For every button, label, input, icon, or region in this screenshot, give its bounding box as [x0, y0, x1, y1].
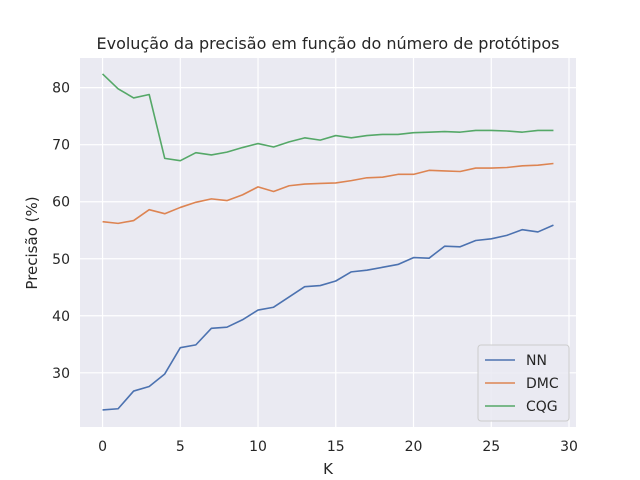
- legend-label-cqg: CQG: [526, 399, 558, 415]
- series-line-cqg: [101, 73, 554, 162]
- y-axis-ticks: 30 40 50 60 70 80: [52, 81, 70, 382]
- series-line-nn: [102, 224, 554, 411]
- x-tick-label: 5: [176, 439, 185, 455]
- grid: [80, 58, 576, 427]
- x-axis-ticks: 0 5 10 15 20 25 30: [98, 439, 578, 455]
- y-tick-label: 30: [52, 366, 70, 382]
- y-axis-label: Precisão (%): [23, 196, 41, 289]
- x-tick-label: 30: [560, 439, 578, 455]
- y-tick-label: 50: [52, 252, 70, 268]
- legend: NN DMC CQG: [477, 344, 570, 422]
- y-tick-label: 70: [52, 138, 70, 154]
- x-axis-label: K: [323, 460, 334, 478]
- x-tick-label: 15: [327, 439, 345, 455]
- x-tick-label: 25: [482, 439, 500, 455]
- series-lines: [101, 73, 554, 411]
- x-tick-label: 10: [249, 439, 267, 455]
- chart-title: Evolução da precisão em função do número…: [96, 34, 559, 53]
- legend-label-nn: NN: [526, 353, 547, 369]
- legend-box: [477, 344, 570, 422]
- y-tick-label: 80: [52, 81, 70, 97]
- y-tick-label: 40: [52, 309, 70, 325]
- legend-label-dmc: DMC: [526, 376, 559, 392]
- x-tick-label: 20: [405, 439, 423, 455]
- x-tick-label: 0: [98, 439, 107, 455]
- series-line-dmc: [102, 162, 554, 225]
- y-tick-label: 60: [52, 195, 70, 211]
